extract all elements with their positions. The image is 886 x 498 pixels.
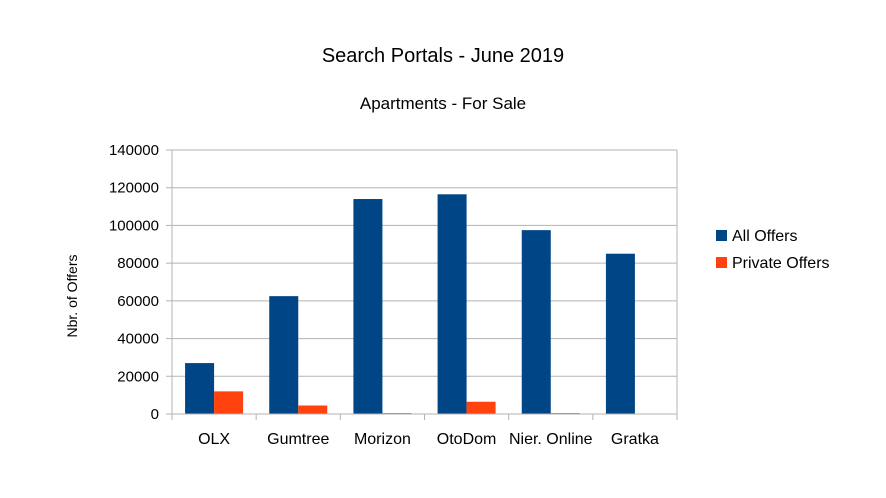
- x-tick-label: Gratka: [611, 431, 659, 448]
- legend-label: Private Offers: [732, 255, 830, 272]
- x-tick-label: OtoDom: [437, 431, 497, 448]
- x-tick-label: Morizon: [354, 431, 411, 448]
- bar-all-offers: [185, 363, 215, 414]
- x-tick-label: Nier. Online: [509, 431, 593, 448]
- x-tick-label: OLX: [198, 431, 230, 448]
- legend-swatch: [716, 257, 727, 268]
- y-tick-label: 0: [151, 406, 159, 423]
- bars: [185, 194, 635, 414]
- bar-private-offers: [214, 391, 244, 414]
- bar-private-offers: [298, 405, 328, 414]
- bar-all-offers: [437, 194, 467, 414]
- bar-all-offers: [269, 296, 299, 414]
- legend-label: All Offers: [732, 228, 798, 245]
- bar-all-offers: [353, 199, 383, 414]
- grid-lines: [172, 149, 677, 415]
- y-tick-label: 140000: [109, 142, 159, 159]
- y-tick-label: 20000: [117, 368, 159, 385]
- bar-all-offers: [521, 230, 551, 414]
- y-tick-label: 80000: [117, 255, 159, 272]
- bar-all-offers: [605, 253, 635, 414]
- legend-swatch: [716, 230, 727, 241]
- y-tick-label: 40000: [117, 331, 159, 348]
- x-tick-label: Gumtree: [267, 431, 329, 448]
- chart-subtitle: Apartments - For Sale: [360, 94, 526, 113]
- y-tick-label: 100000: [109, 217, 159, 234]
- bar-private-offers: [466, 401, 496, 414]
- legend: All Offers Private Offers: [716, 228, 830, 272]
- y-tick-label: 120000: [109, 180, 159, 197]
- axes: 0 20000 40000 60000 80000 100000 120000 140000 O…: [109, 142, 678, 448]
- y-tick-label: 60000: [117, 293, 159, 310]
- y-axis-label: Nbr. of Offers: [64, 255, 80, 338]
- chart-title: Search Portals - June 2019: [322, 45, 564, 67]
